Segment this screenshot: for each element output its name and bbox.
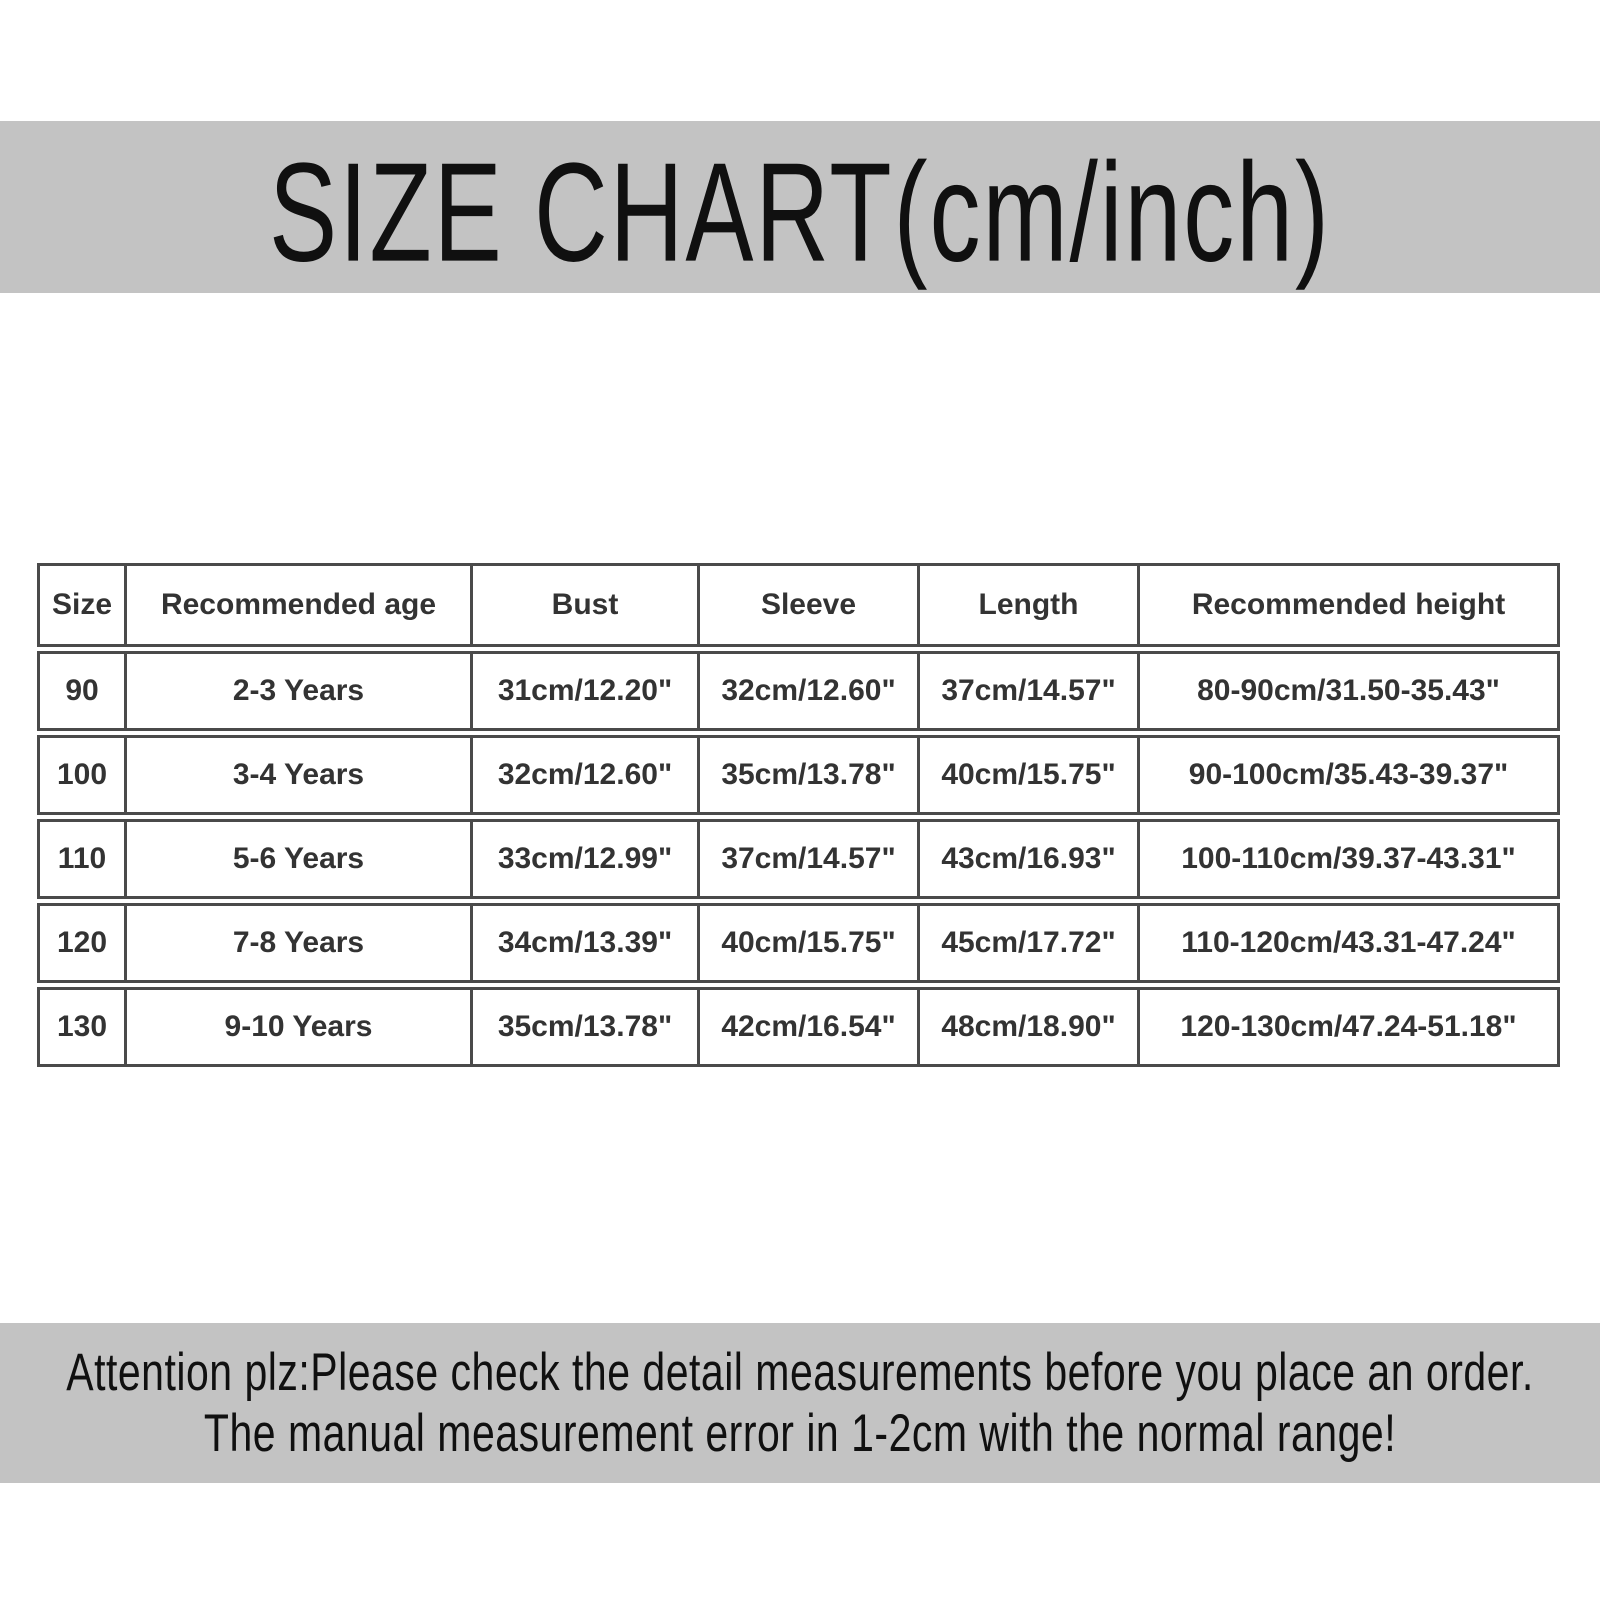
table-cell: 42cm/16.54": [700, 987, 920, 1067]
column-header-recommended-age: Recommended age: [127, 563, 473, 647]
page-title: SIZE CHART(cm/inch): [269, 133, 1331, 291]
table-cell: 120: [37, 903, 127, 983]
table-cell: 32cm/12.60": [700, 651, 920, 731]
table-cell: 90-100cm/35.43-39.37": [1140, 735, 1560, 815]
table-cell: 35cm/13.78": [700, 735, 920, 815]
table-cell: 31cm/12.20": [473, 651, 700, 731]
table-cell: 35cm/13.78": [473, 987, 700, 1067]
table-header-row: Size Recommended age Bust Sleeve Length …: [37, 563, 1560, 647]
table-cell: 110: [37, 819, 127, 899]
table-cell: 40cm/15.75": [700, 903, 920, 983]
table-row: 100 3-4 Years 32cm/12.60" 35cm/13.78" 40cm/1…: [37, 735, 1560, 815]
table-cell: 32cm/12.60": [473, 735, 700, 815]
table-row: 120 7-8 Years 34cm/13.39" 40cm/15.75" 45cm/1…: [37, 903, 1560, 983]
table-cell: 5-6 Years: [127, 819, 473, 899]
table-cell: 80-90cm/31.50-35.43": [1140, 651, 1560, 731]
table-cell: 45cm/17.72": [920, 903, 1140, 983]
table-cell: 90: [37, 651, 127, 731]
column-header-length: Length: [920, 563, 1140, 647]
table-cell: 100: [37, 735, 127, 815]
table-cell: 130: [37, 987, 127, 1067]
size-table-body: 90 2-3 Years 31cm/12.20" 32cm/12.60" 37cm/14…: [37, 651, 1560, 1067]
table-row: 130 9-10 Years 35cm/13.78" 42cm/16.54" 48cm/…: [37, 987, 1560, 1067]
column-header-bust: Bust: [473, 563, 700, 647]
attention-line-2: The manual measurement error in 1-2cm wi…: [203, 1403, 1397, 1463]
table-cell: 40cm/15.75": [920, 735, 1140, 815]
table-cell: 9-10 Years: [127, 987, 473, 1067]
size-table: Size Recommended age Bust Sleeve Length …: [37, 559, 1560, 1071]
table-cell: 100-110cm/39.37-43.31": [1140, 819, 1560, 899]
size-table-wrap: Size Recommended age Bust Sleeve Length …: [37, 559, 1560, 1071]
column-header-size: Size: [37, 563, 127, 647]
table-cell: 3-4 Years: [127, 735, 473, 815]
table-row: 90 2-3 Years 31cm/12.20" 32cm/12.60" 37cm/14…: [37, 651, 1560, 731]
column-header-sleeve: Sleeve: [700, 563, 920, 647]
table-cell: 34cm/13.39": [473, 903, 700, 983]
attention-line-1: Attention plz:Please check the detail me…: [66, 1342, 1534, 1402]
table-cell: 110-120cm/43.31-47.24": [1140, 903, 1560, 983]
table-cell: 2-3 Years: [127, 651, 473, 731]
table-cell: 7-8 Years: [127, 903, 473, 983]
table-cell: 120-130cm/47.24-51.18": [1140, 987, 1560, 1067]
table-cell: 33cm/12.99": [473, 819, 700, 899]
table-cell: 37cm/14.57": [920, 651, 1140, 731]
table-cell: 48cm/18.90": [920, 987, 1140, 1067]
column-header-recommended-height: Recommended height: [1140, 563, 1560, 647]
table-cell: 37cm/14.57": [700, 819, 920, 899]
table-row: 110 5-6 Years 33cm/12.99" 37cm/14.57" 43cm/1…: [37, 819, 1560, 899]
table-cell: 43cm/16.93": [920, 819, 1140, 899]
title-band: SIZE CHART(cm/inch): [0, 121, 1600, 293]
attention-band: Attention plz:Please check the detail me…: [0, 1323, 1600, 1483]
